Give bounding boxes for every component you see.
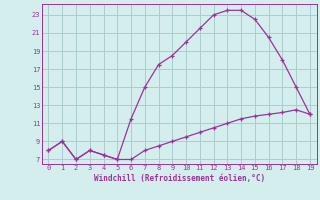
X-axis label: Windchill (Refroidissement éolien,°C): Windchill (Refroidissement éolien,°C)	[94, 174, 265, 183]
